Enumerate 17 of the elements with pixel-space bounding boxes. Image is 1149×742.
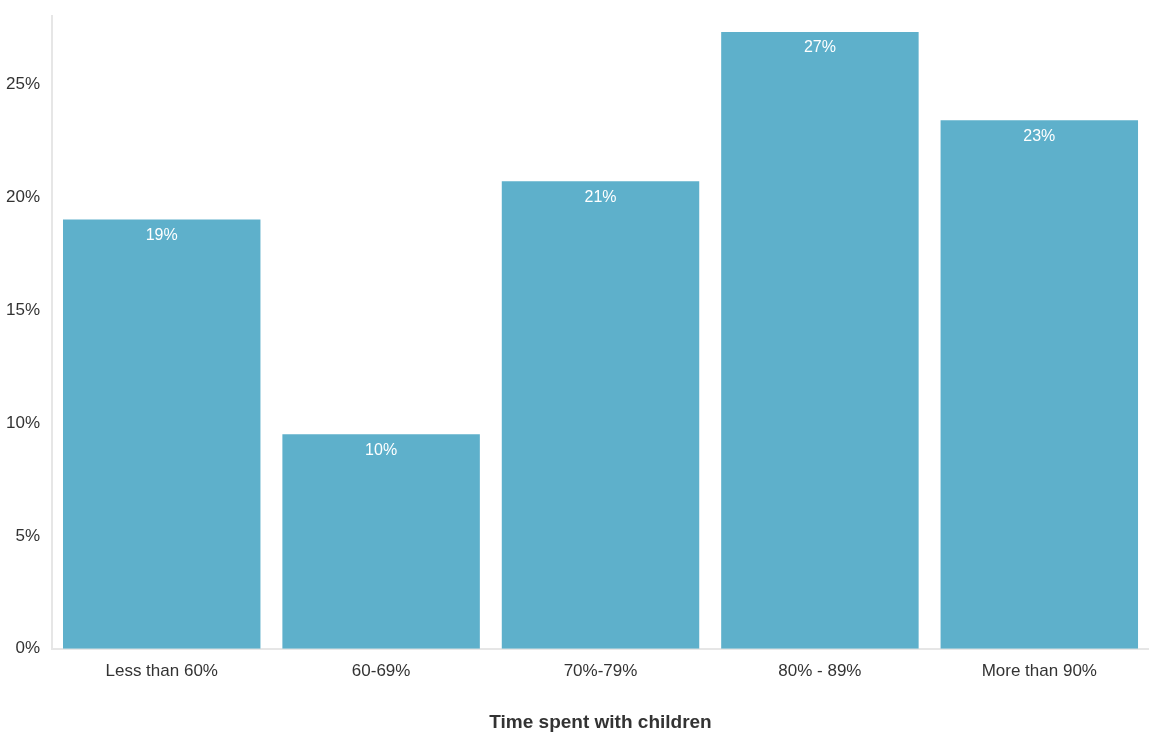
y-tick-label: 10%: [5, 412, 41, 432]
x-tick-label: 60-69%: [351, 660, 411, 680]
y-tick-label: 5%: [15, 525, 41, 545]
y-tick-label: 15%: [5, 299, 41, 319]
data-label: 23%: [1023, 126, 1056, 144]
data-label: 27%: [803, 38, 836, 56]
data-label: 21%: [584, 187, 617, 205]
data-label: 19%: [145, 225, 178, 243]
y-tick-label: 20%: [5, 186, 41, 206]
x-tick-label: 80% - 89%: [778, 660, 862, 680]
x-tick-label: Less than 60%: [105, 660, 218, 680]
x-axis-title: Time spent with children: [489, 710, 712, 732]
x-tick-label: More than 90%: [981, 660, 1097, 680]
y-tick-label: 25%: [5, 73, 41, 93]
x-tick-label: 70%-79%: [563, 660, 638, 680]
data-label: 10%: [365, 440, 398, 458]
y-tick-label: 0%: [15, 638, 41, 658]
